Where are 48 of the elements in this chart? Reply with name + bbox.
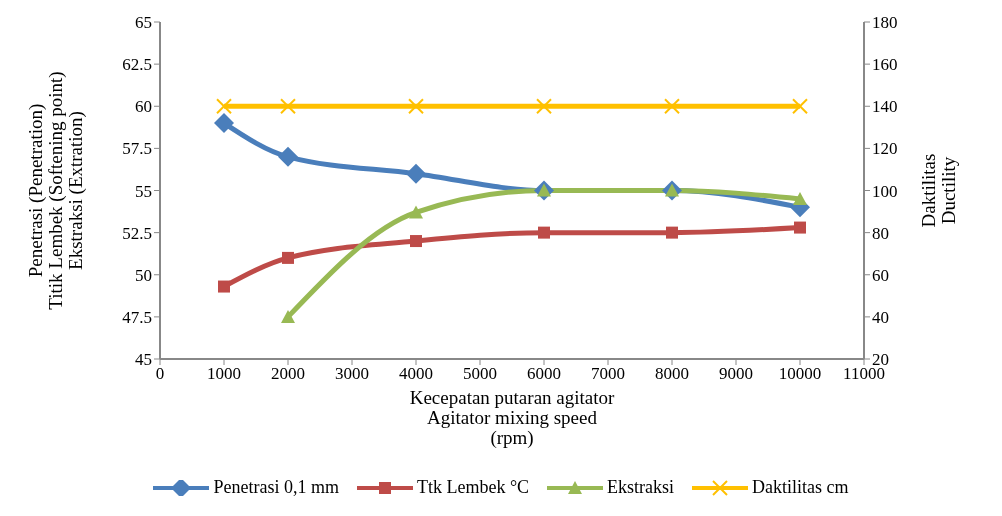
x-tick-label: 1000 <box>207 364 241 384</box>
x-tick-label: 5000 <box>463 364 497 384</box>
x-tick-label: 6000 <box>527 364 561 384</box>
point <box>410 235 422 248</box>
y2-tick-label: 40 <box>872 307 889 327</box>
point <box>538 226 550 239</box>
y2-tick-label: 60 <box>872 265 889 285</box>
y2-tick-label: 140 <box>872 97 898 117</box>
point <box>278 146 298 167</box>
y-tick-label: 45 <box>135 350 152 370</box>
point <box>406 163 426 184</box>
legend-label: Penetrasi 0,1 mm <box>212 477 339 498</box>
x-tick-label: 3000 <box>335 364 369 384</box>
y2-tick-label: 180 <box>872 13 898 33</box>
x-tick-label: 11000 <box>843 364 885 384</box>
x-axis-title: Kecepatan putaran agitator Agitator mixing speed (rpm) <box>409 387 615 449</box>
x-tick-label: 10000 <box>778 364 822 384</box>
legend-label: Ekstraksi <box>606 477 675 498</box>
legend-label: Daktilitas cm <box>751 477 849 498</box>
point <box>281 309 295 323</box>
y-tick-label: 55 <box>135 181 152 201</box>
y2-tick-label: 80 <box>872 223 889 243</box>
y-tick-label: 62.5 <box>122 55 152 75</box>
y-tick-label: 65 <box>135 13 152 33</box>
point <box>793 191 807 205</box>
x-tick-label: 2000 <box>271 364 305 384</box>
y-tick-label: 60 <box>135 97 152 117</box>
point <box>794 221 806 234</box>
x-tick-label: 9000 <box>719 364 753 384</box>
y-tick-label: 57.5 <box>122 139 152 159</box>
point <box>214 113 234 134</box>
x-tick-label: 4000 <box>399 364 433 384</box>
point <box>218 280 230 293</box>
y2-tick-label: 120 <box>872 139 898 159</box>
y-axis-title: Penetrasi (Penetration) Titik Lembek (Softening point) Ekstraksi (Extration) <box>25 71 87 310</box>
x-tick-label: 0 <box>155 364 165 384</box>
y2-axis-title: Daktilitas Ductility <box>918 153 959 228</box>
x-tick-label: 8000 <box>655 364 689 384</box>
y-tick-label: 47.5 <box>122 307 152 327</box>
x-tick-label: 7000 <box>591 364 625 384</box>
legend-label: Ttk Lembek °C <box>415 477 530 498</box>
y2-tick-label: 160 <box>872 55 898 75</box>
point <box>666 226 678 239</box>
point <box>282 251 294 264</box>
y2-tick-label: 100 <box>872 181 898 201</box>
point <box>409 205 423 219</box>
y-tick-label: 50 <box>135 265 152 285</box>
y-tick-label: 52.5 <box>122 223 152 243</box>
